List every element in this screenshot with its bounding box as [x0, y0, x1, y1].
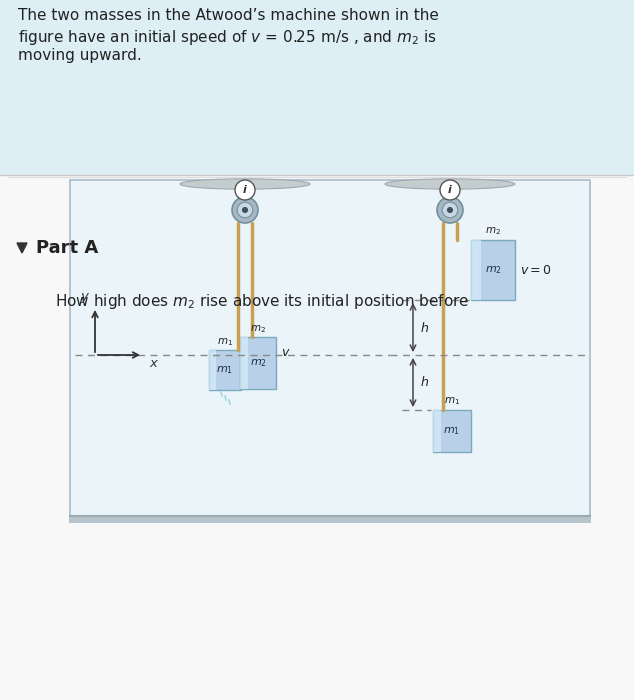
Circle shape	[232, 197, 258, 223]
Ellipse shape	[180, 178, 310, 189]
Text: i: i	[243, 185, 247, 195]
Circle shape	[440, 180, 460, 200]
Text: $m_2$: $m_2$	[250, 357, 266, 369]
Text: $v$: $v$	[281, 346, 290, 358]
Bar	[240, 337, 248, 389]
Bar	[471, 240, 481, 300]
Circle shape	[448, 208, 452, 212]
Bar	[433, 410, 471, 452]
Bar	[471, 240, 515, 300]
Text: $x$: $x$	[149, 357, 159, 370]
Text: The two masses in the Atwood’s machine shown in the: The two masses in the Atwood’s machine s…	[18, 8, 439, 23]
FancyBboxPatch shape	[70, 180, 590, 522]
Text: $y$: $y$	[80, 291, 90, 305]
Text: moving upward.: moving upward.	[18, 48, 142, 63]
Text: $v=0$: $v=0$	[520, 263, 552, 276]
Text: $m_1$: $m_1$	[216, 364, 233, 376]
Circle shape	[442, 202, 458, 218]
Text: $m_1$: $m_1$	[443, 425, 460, 437]
Text: $m_2$: $m_2$	[485, 225, 501, 237]
Text: $m_1$: $m_1$	[217, 336, 233, 348]
Bar	[433, 410, 441, 452]
Polygon shape	[17, 243, 27, 253]
FancyBboxPatch shape	[6, 6, 628, 175]
Bar	[446, 188, 454, 208]
Bar	[70, 516, 590, 522]
Bar	[0, 175, 634, 700]
Text: Part A: Part A	[36, 239, 98, 257]
Text: $h$: $h$	[420, 375, 429, 389]
Text: $m_2$: $m_2$	[484, 264, 501, 276]
Bar	[0, 0, 634, 175]
Bar	[240, 337, 276, 389]
Text: $m_2$: $m_2$	[250, 323, 266, 335]
Circle shape	[235, 180, 255, 200]
Circle shape	[237, 202, 253, 218]
Text: $m_1$: $m_1$	[444, 395, 460, 407]
Bar	[209, 350, 216, 390]
Ellipse shape	[385, 178, 515, 189]
Text: $h$: $h$	[420, 321, 429, 335]
Circle shape	[243, 208, 247, 212]
Circle shape	[437, 197, 463, 223]
Text: figure have an initial speed of $v$ = 0.25 m/s , and $m_2$ is: figure have an initial speed of $v$ = 0.…	[18, 28, 437, 47]
Text: i: i	[448, 185, 452, 195]
Text: How high does $m_2$ rise above its initial position before: How high does $m_2$ rise above its initi…	[55, 292, 469, 311]
Bar	[241, 188, 249, 208]
Bar	[209, 350, 241, 390]
